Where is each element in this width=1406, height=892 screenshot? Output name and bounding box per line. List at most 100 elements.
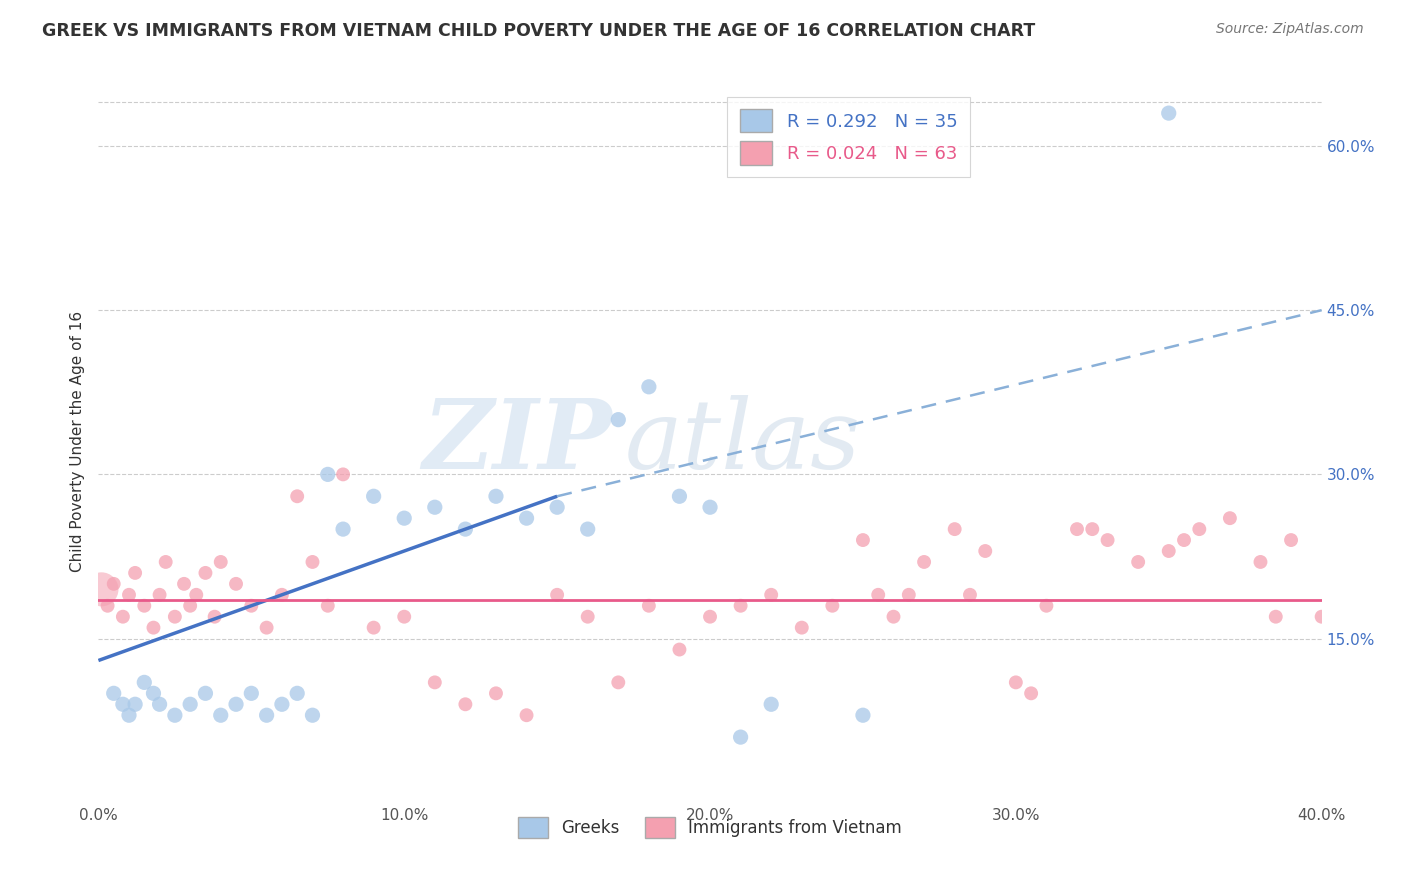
Point	[163, 609, 186, 624]
Point	[637, 599, 661, 613]
Point	[124, 698, 146, 712]
Point	[155, 555, 177, 569]
Point	[179, 599, 201, 613]
Point	[852, 533, 875, 547]
Point	[225, 577, 247, 591]
Point	[1173, 533, 1195, 547]
Point	[134, 675, 156, 690]
Point	[454, 522, 477, 536]
Point	[546, 500, 568, 515]
Text: atlas: atlas	[624, 394, 860, 489]
Point	[485, 489, 508, 503]
Point	[392, 511, 416, 525]
Point	[301, 708, 323, 723]
Point	[1310, 609, 1333, 624]
Point	[730, 599, 752, 613]
Point	[1250, 555, 1272, 569]
Point	[256, 621, 278, 635]
Point	[699, 609, 721, 624]
Point	[852, 708, 875, 723]
Point	[668, 642, 690, 657]
Point	[90, 582, 112, 597]
Point	[97, 599, 120, 613]
Point	[1157, 544, 1180, 558]
Point	[173, 577, 195, 591]
Point	[209, 555, 232, 569]
Point	[270, 588, 294, 602]
Point	[868, 588, 890, 602]
Point	[576, 609, 599, 624]
Point	[1157, 106, 1180, 120]
Text: GREEK VS IMMIGRANTS FROM VIETNAM CHILD POVERTY UNDER THE AGE OF 16 CORRELATION C: GREEK VS IMMIGRANTS FROM VIETNAM CHILD P…	[42, 22, 1035, 40]
Point	[1019, 686, 1042, 700]
Text: ZIP: ZIP	[423, 394, 612, 489]
Point	[454, 698, 477, 712]
Point	[423, 675, 446, 690]
Point	[204, 609, 226, 624]
Point	[1279, 533, 1302, 547]
Point	[790, 621, 813, 635]
Point	[103, 577, 125, 591]
Point	[730, 730, 752, 744]
Point	[363, 489, 385, 503]
Point	[485, 686, 508, 700]
Point	[1219, 511, 1241, 525]
Point	[270, 698, 294, 712]
Legend: Greeks, Immigrants from Vietnam: Greeks, Immigrants from Vietnam	[512, 810, 908, 845]
Point	[240, 686, 263, 700]
Point	[118, 708, 141, 723]
Point	[179, 698, 201, 712]
Point	[1066, 522, 1088, 536]
Point	[1004, 675, 1026, 690]
Point	[576, 522, 599, 536]
Point	[103, 686, 125, 700]
Point	[240, 599, 263, 613]
Y-axis label: Child Poverty Under the Age of 16: Child Poverty Under the Age of 16	[69, 311, 84, 572]
Point	[225, 698, 247, 712]
Point	[423, 500, 446, 515]
Point	[134, 599, 156, 613]
Point	[546, 588, 568, 602]
Point	[142, 621, 165, 635]
Point	[301, 555, 323, 569]
Point	[111, 698, 134, 712]
Point	[1081, 522, 1104, 536]
Point	[607, 412, 630, 426]
Point	[149, 698, 172, 712]
Point	[761, 698, 783, 712]
Point	[316, 599, 339, 613]
Point	[516, 708, 538, 723]
Point	[974, 544, 997, 558]
Point	[149, 588, 172, 602]
Point	[761, 588, 783, 602]
Point	[194, 566, 217, 580]
Point	[1035, 599, 1057, 613]
Point	[912, 555, 935, 569]
Point	[256, 708, 278, 723]
Point	[111, 609, 134, 624]
Point	[1097, 533, 1119, 547]
Point	[285, 686, 308, 700]
Point	[124, 566, 146, 580]
Point	[363, 621, 385, 635]
Point	[821, 599, 844, 613]
Point	[943, 522, 966, 536]
Point	[897, 588, 920, 602]
Point	[1188, 522, 1211, 536]
Point	[668, 489, 690, 503]
Point	[637, 380, 661, 394]
Point	[392, 609, 416, 624]
Point	[316, 467, 339, 482]
Point	[1264, 609, 1286, 624]
Point	[209, 708, 232, 723]
Point	[186, 588, 208, 602]
Point	[194, 686, 217, 700]
Point	[142, 686, 165, 700]
Point	[285, 489, 308, 503]
Point	[163, 708, 186, 723]
Point	[516, 511, 538, 525]
Point	[699, 500, 721, 515]
Point	[332, 467, 354, 482]
Text: Source: ZipAtlas.com: Source: ZipAtlas.com	[1216, 22, 1364, 37]
Point	[607, 675, 630, 690]
